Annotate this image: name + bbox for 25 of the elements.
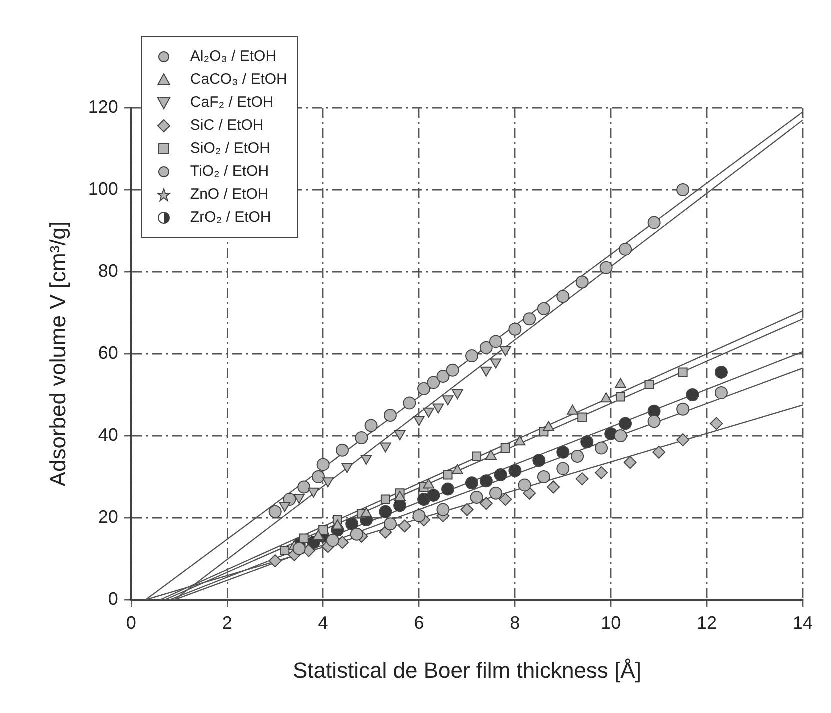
x-tick-label: 14 [792, 612, 814, 633]
legend-label: Al₂O₃ / EtOH [190, 48, 277, 65]
y-axis-title: Adsorbed volume V [cm³/g] [45, 221, 70, 487]
legend-label: TiO₂ / EtOH [190, 163, 270, 180]
legend-label: CaCO₃ / EtOH [190, 71, 288, 88]
legend-label: CaF₂ / EtOH [190, 94, 274, 111]
x-tick-label: 8 [510, 612, 520, 633]
y-tick-label: 20 [98, 506, 118, 527]
legend-label: ZrO₂ / EtOH [190, 209, 272, 226]
y-tick-label: 40 [98, 424, 118, 445]
y-tick-label: 120 [88, 96, 118, 117]
y-tick-label: 80 [98, 260, 118, 281]
y-tick-label: 60 [98, 342, 118, 363]
x-tick-label: 12 [697, 612, 718, 633]
x-tick-label: 4 [318, 612, 328, 633]
x-axis-title: Statistical de Boer film thickness [Å] [292, 658, 642, 683]
x-tick-label: 2 [222, 612, 232, 633]
x-tick-label: 0 [126, 612, 136, 633]
y-tick-label: 0 [108, 588, 118, 609]
legend-label: ZnO / EtOH [190, 186, 269, 203]
x-tick-label: 10 [601, 612, 622, 633]
x-tick-label: 6 [414, 612, 424, 633]
legend-label: SiC / EtOH [190, 117, 264, 134]
legend-label: SiO₂ / EtOH [190, 140, 270, 157]
y-tick-label: 100 [88, 178, 118, 199]
